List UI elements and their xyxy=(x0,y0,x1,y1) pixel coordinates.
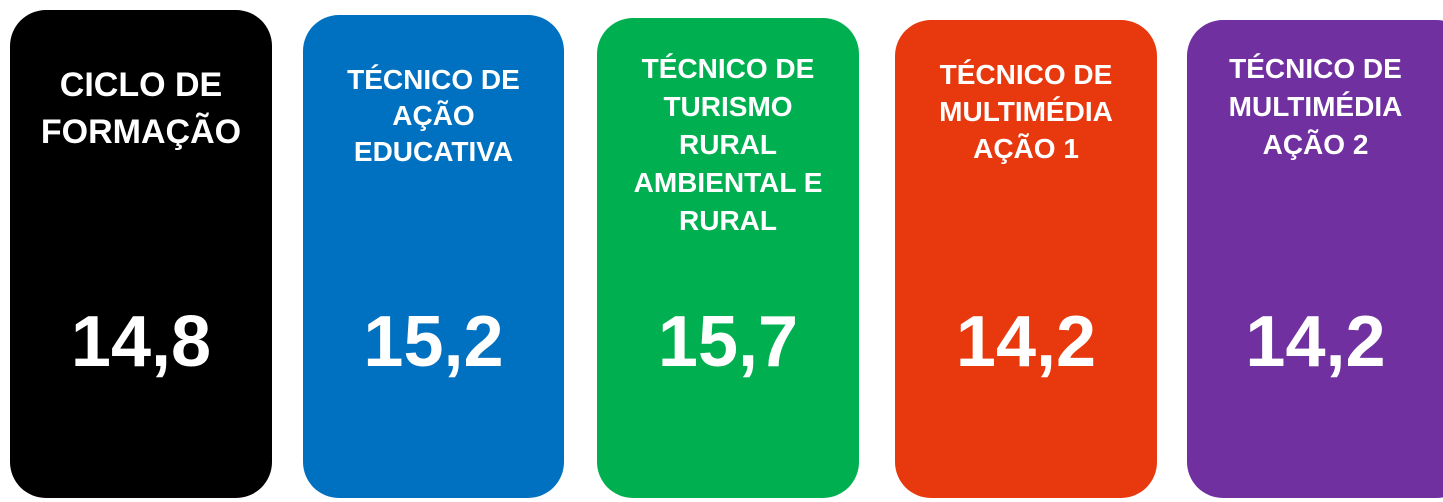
title-line: AMBIENTAL E xyxy=(633,167,823,198)
card-value: 15,2 xyxy=(363,302,504,382)
title-line: TÉCNICO DE xyxy=(347,64,520,95)
title-line: TÉCNICO DE xyxy=(939,59,1113,90)
title-line: EDUCATIVA xyxy=(353,136,514,167)
title-line: AÇÃO 2 xyxy=(1262,129,1369,160)
card-value: 14,2 xyxy=(1245,302,1386,382)
card: TÉCNICO DE MULTIMÉDIA AÇÃO 1 14,2 xyxy=(895,20,1157,498)
card: TÉCNICO DE TURISMO RURAL AMBIENTAL E RURAL 15… xyxy=(597,18,859,498)
title-line: TÉCNICO DE xyxy=(1229,53,1402,84)
card: CICLO DE FORMAÇÃO 14,8 xyxy=(10,10,272,498)
card-title: TÉCNICO DE MULTIMÉDIA AÇÃO 2 xyxy=(1173,50,1443,164)
title-line: RURAL xyxy=(679,205,777,236)
card-title: TÉCNICO DE AÇÃO EDUCATIVA xyxy=(303,62,564,170)
title-line: AÇÃO 1 xyxy=(973,133,1079,164)
card-value: 14,2 xyxy=(955,302,1097,382)
title-line: MULTIMÉDIA xyxy=(1228,91,1403,122)
title-line: CICLO DE xyxy=(59,66,223,104)
title-line: AÇÃO xyxy=(392,100,475,131)
card-value: 15,7 xyxy=(657,302,799,382)
card: TÉCNICO DE MULTIMÉDIA AÇÃO 2 14,2 xyxy=(1187,20,1443,498)
card-title: TÉCNICO DE TURISMO RURAL AMBIENTAL E RURAL xyxy=(597,50,859,240)
card: TÉCNICO DE AÇÃO EDUCATIVA 15,2 xyxy=(303,15,564,498)
card-title: CICLO DE FORMAÇÃO xyxy=(10,62,272,156)
title-line: MULTIMÉDIA xyxy=(939,96,1113,127)
card-value: 14,8 xyxy=(70,302,212,382)
title-line: TÉCNICO DE xyxy=(641,53,815,84)
title-line: FORMAÇÃO xyxy=(40,113,242,151)
card-title: TÉCNICO DE MULTIMÉDIA AÇÃO 1 xyxy=(895,56,1157,167)
title-line: TURISMO xyxy=(663,91,793,122)
title-line: RURAL xyxy=(679,129,777,160)
